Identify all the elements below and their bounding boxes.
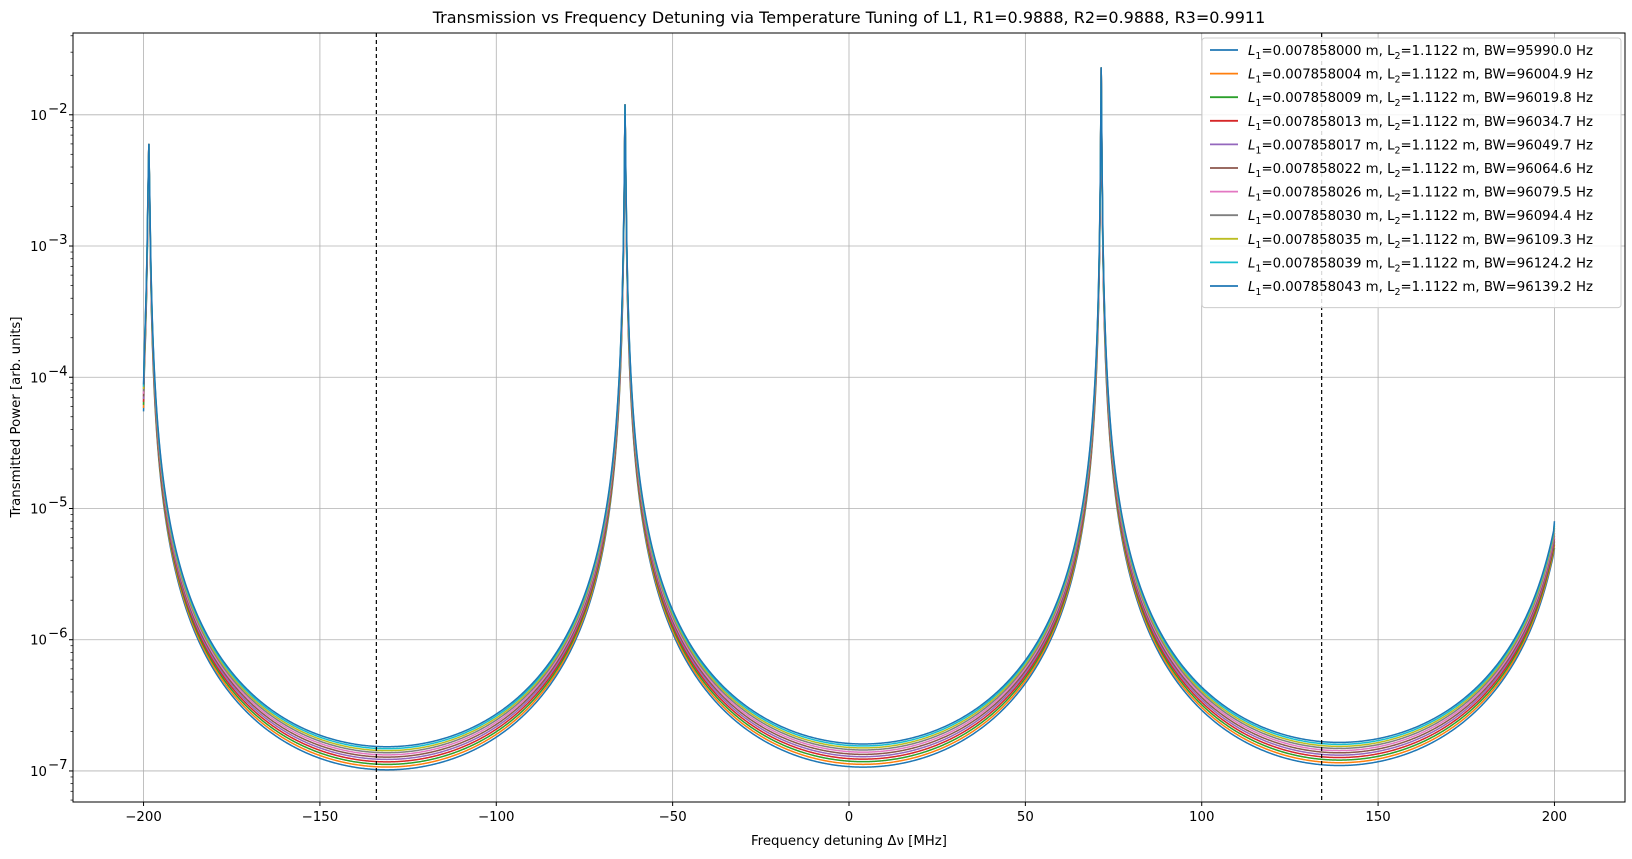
legend-entry: L1=0.007858013 m, L2=1.1122 m, BW=96034.… [1248, 115, 1593, 133]
legend: L1=0.007858000 m, L2=1.1122 m, BW=95990.… [1201, 37, 1622, 309]
legend-entry: L1=0.007858043 m, L2=1.1122 m, BW=96139.… [1248, 280, 1593, 298]
x-tick-label: −200 [125, 810, 162, 825]
legend-entry: L1=0.007858026 m, L2=1.1122 m, BW=96079.… [1248, 186, 1593, 204]
legend-entry: L1=0.007858022 m, L2=1.1122 m, BW=96064.… [1248, 162, 1593, 180]
x-tick-label: 100 [1189, 810, 1214, 825]
legend-entry: L1=0.007858004 m, L2=1.1122 m, BW=96004.… [1248, 68, 1593, 86]
series-line [142, 67, 1556, 771]
y-tick-exponent: −4 [48, 364, 68, 379]
series-line [142, 67, 1556, 761]
x-tick-label: −50 [659, 810, 687, 825]
y-tick-exponent: −5 [48, 495, 68, 510]
legend-entry: L1=0.007858030 m, L2=1.1122 m, BW=96094.… [1248, 209, 1593, 227]
series-line [142, 67, 1556, 754]
x-axis-label: Frequency detuning Δν [MHz] [751, 834, 947, 849]
series-line [142, 67, 1556, 748]
y-tick-label: 10 [30, 765, 47, 780]
legend-entry: L1=0.007858035 m, L2=1.1122 m, BW=96109.… [1248, 233, 1593, 251]
y-tick-exponent: −6 [48, 627, 68, 642]
series-lines [142, 67, 1556, 771]
y-tick-label: 10 [30, 371, 47, 386]
x-tick-label: 200 [1542, 810, 1567, 825]
legend-entry: L1=0.007858017 m, L2=1.1122 m, BW=96049.… [1248, 138, 1593, 156]
legend-entry: L1=0.007858000 m, L2=1.1122 m, BW=95990.… [1248, 44, 1593, 62]
legend-entry: L1=0.007858039 m, L2=1.1122 m, BW=96124.… [1248, 256, 1593, 274]
x-tick-label: 50 [1017, 810, 1034, 825]
x-tick-label: 0 [845, 810, 853, 825]
x-tick-label: 150 [1365, 810, 1390, 825]
series-line [142, 67, 1556, 750]
series-line [142, 67, 1556, 763]
chart-title: Transmission vs Frequency Detuning via T… [432, 8, 1266, 27]
y-tick-label: 10 [30, 109, 47, 124]
y-tick-exponent: −7 [48, 758, 68, 773]
series-line [142, 67, 1556, 756]
y-tick-label: 10 [30, 502, 47, 517]
y-tick-label: 10 [30, 634, 47, 649]
series-line [142, 67, 1556, 758]
y-axis-label: Transmitted Power [arb. units] [9, 316, 24, 518]
y-tick-exponent: −2 [48, 102, 68, 117]
y-tick-exponent: −3 [48, 233, 68, 248]
x-axis-ticks: −200 −150 −100 −50 0 50 100 150 200 [125, 802, 1567, 825]
series-line [142, 67, 1556, 768]
legend-box [1201, 37, 1622, 309]
series-line [142, 67, 1556, 752]
series-line [142, 67, 1556, 766]
x-tick-label: −150 [302, 810, 339, 825]
y-tick-label: 10 [30, 240, 47, 255]
x-tick-label: −100 [478, 810, 515, 825]
legend-entry: L1=0.007858009 m, L2=1.1122 m, BW=96019.… [1248, 91, 1593, 109]
y-axis-ticks: 10−710−610−510−410−310−2 [30, 35, 73, 801]
